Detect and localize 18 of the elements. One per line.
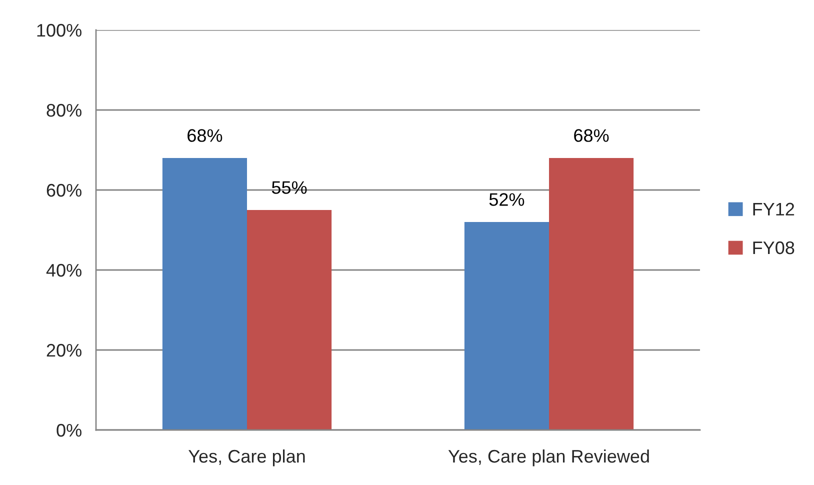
y-tick-label: 0% bbox=[56, 424, 82, 437]
y-tick-label: 80% bbox=[46, 104, 82, 117]
legend-label: FY12 bbox=[753, 202, 794, 216]
data-label: 68% bbox=[188, 129, 222, 142]
x-tick-label: Yes, Care plan Reviewed bbox=[448, 449, 649, 466]
y-tick-label: 60% bbox=[46, 184, 82, 197]
legend-label: FY08 bbox=[753, 241, 794, 254]
y-tick-label: 20% bbox=[46, 344, 82, 357]
data-label: 68% bbox=[574, 129, 609, 142]
bar bbox=[464, 222, 549, 430]
bar bbox=[162, 158, 247, 430]
y-tick-label: 100% bbox=[37, 24, 82, 37]
data-label: 55% bbox=[272, 181, 307, 194]
y-tick-label: 40% bbox=[46, 264, 82, 277]
bar bbox=[549, 158, 634, 430]
x-tick-label: Yes, Care plan bbox=[188, 449, 305, 466]
data-label: 52% bbox=[489, 193, 524, 206]
bar bbox=[247, 210, 332, 430]
